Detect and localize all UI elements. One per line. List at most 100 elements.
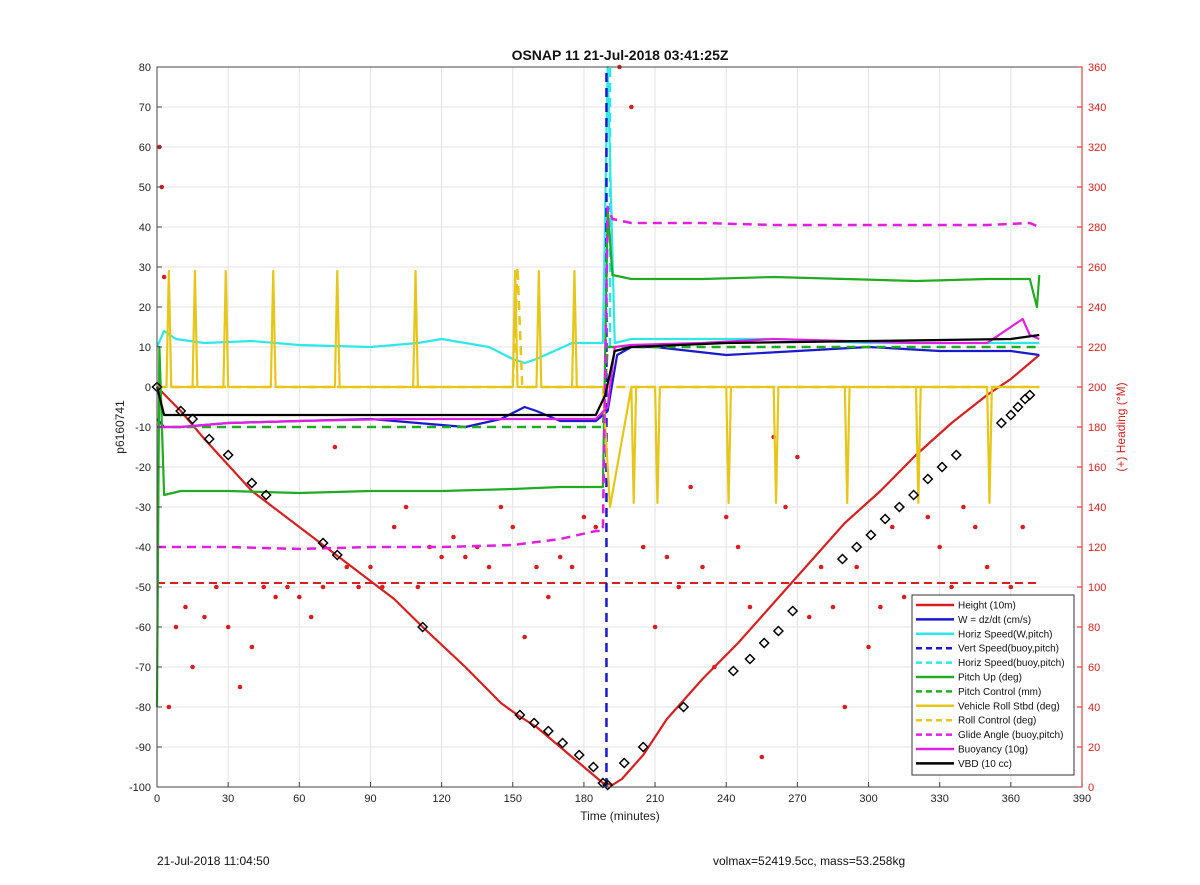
- heading-point: [652, 624, 658, 630]
- heading-point: [486, 564, 492, 570]
- axes: 0 30 60 90 120 150 180 210 240 270 300 330 360 390807…: [129, 62, 1106, 805]
- y2-tick-label: 40: [1088, 702, 1100, 714]
- x-tick-label: 0: [154, 793, 160, 805]
- y2-tick-label: 220: [1088, 342, 1106, 354]
- heading-point: [581, 514, 587, 520]
- y2-tick-label: 120: [1088, 542, 1106, 554]
- height-marker: [836, 553, 849, 565]
- height-marker: [417, 621, 429, 633]
- height-marker: [514, 709, 526, 721]
- x-axis-label: Time (minutes): [580, 809, 660, 823]
- heading-point: [688, 484, 693, 490]
- heading-point: [161, 274, 167, 280]
- y2-tick-label: 0: [1088, 782, 1094, 794]
- heading-point: [972, 524, 978, 530]
- heading-point: [723, 514, 729, 520]
- legend-label: Roll Control (deg): [958, 716, 1036, 727]
- heading-point: [534, 564, 539, 570]
- heading-point: [949, 584, 954, 590]
- y-axis-label: p6160741: [113, 400, 127, 454]
- chart-title: OSNAP 11 21-Jul-2018 03:41:25Z: [512, 47, 729, 63]
- y-tick-label: 80: [139, 62, 151, 74]
- x-tick-label: 360: [1002, 793, 1020, 805]
- height-marker: [936, 461, 948, 473]
- y2-tick-label: 160: [1088, 462, 1106, 474]
- y-tick-label: -70: [135, 662, 151, 674]
- heading-point: [522, 634, 527, 640]
- height-marker: [744, 653, 756, 665]
- heading-point: [261, 584, 267, 590]
- height-marker: [187, 413, 199, 425]
- heading-point: [273, 594, 278, 600]
- y2-tick-label: 240: [1088, 302, 1106, 314]
- legend-box: [911, 594, 1075, 776]
- heading-point: [889, 524, 895, 530]
- y2-tick-label: 60: [1088, 662, 1100, 674]
- height-marker: [222, 449, 234, 461]
- height-marker: [995, 417, 1007, 429]
- y-tick-label: -10: [135, 422, 151, 434]
- heading-point: [664, 554, 670, 560]
- height-marker: [879, 513, 891, 525]
- y-tick-label: -40: [135, 542, 151, 554]
- x-tick-label: 60: [293, 793, 305, 805]
- heading-point: [640, 544, 646, 550]
- heading-point: [356, 584, 361, 590]
- heading-point: [901, 594, 907, 600]
- footer-timestamp: 21-Jul-2018 11:04:50: [157, 854, 270, 868]
- heading-point: [546, 594, 551, 600]
- heading-point: [166, 704, 172, 710]
- x-tick-label: 90: [364, 793, 376, 805]
- heading-point: [1020, 524, 1026, 530]
- heading-point: [747, 604, 753, 610]
- heading-point: [213, 584, 219, 590]
- y-tick-label: -20: [135, 462, 151, 474]
- heading-point: [557, 554, 563, 560]
- height-marker: [175, 405, 187, 417]
- y-tick-label: 10: [139, 342, 151, 354]
- y-tick-label: -80: [135, 702, 151, 714]
- height-marker: [727, 665, 739, 677]
- y-tick-label: 0: [145, 382, 151, 394]
- heading-point: [925, 514, 931, 520]
- y-tick-label: -50: [135, 582, 151, 594]
- heading-point: [308, 614, 314, 620]
- height-marker: [758, 637, 770, 649]
- height-marker: [602, 779, 614, 791]
- heading-point: [297, 594, 302, 600]
- heading-point: [344, 564, 350, 570]
- heading-point: [866, 644, 871, 650]
- x-tick-label: 390: [1073, 793, 1091, 805]
- height-marker: [1024, 389, 1036, 401]
- legend-label: Pitch Up (deg): [958, 673, 1022, 684]
- y-tick-label: 50: [139, 182, 151, 194]
- heading-point: [285, 584, 290, 590]
- legend-label: Vehicle Roll Stbd (deg): [958, 701, 1060, 712]
- height-marker: [573, 749, 585, 761]
- height-marker: [1019, 393, 1031, 405]
- y2-tick-label: 20: [1088, 742, 1100, 754]
- y2-tick-label: 100: [1088, 582, 1106, 594]
- heading-point: [783, 504, 788, 510]
- heading-point: [391, 524, 397, 530]
- heading-point: [984, 564, 990, 570]
- height-marker: [587, 761, 599, 773]
- height-marker: [787, 605, 799, 617]
- heading-point: [463, 554, 468, 560]
- heading-point: [937, 544, 942, 550]
- y-tick-label: 20: [139, 302, 151, 314]
- height-marker: [677, 701, 690, 713]
- y-tick-label: 40: [139, 222, 151, 234]
- legend-label: Buoyancy (10g): [958, 745, 1028, 756]
- heading-point: [249, 644, 255, 650]
- x-tick-label: 30: [222, 793, 234, 805]
- legend-label: VBD (10 cc): [958, 759, 1012, 770]
- height-marker: [203, 433, 215, 445]
- series-layer: [151, 64, 1041, 791]
- height-marker: [528, 717, 540, 729]
- y2-tick-label: 260: [1088, 262, 1106, 274]
- legend-label: W = dz/dt (cm/s): [958, 615, 1031, 626]
- y2-tick-label: 280: [1088, 222, 1106, 234]
- heading-point: [498, 504, 504, 510]
- series-vbd-10-cc: [155, 333, 1040, 417]
